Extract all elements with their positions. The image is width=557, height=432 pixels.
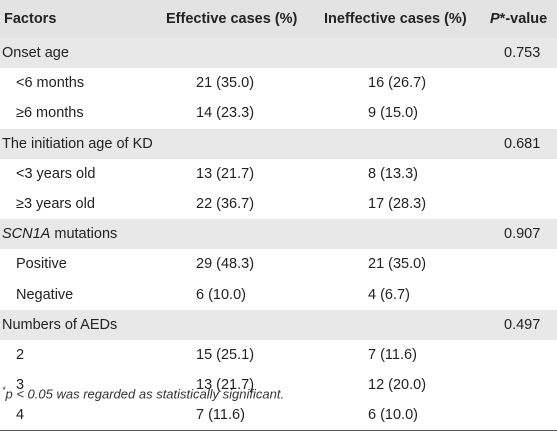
cell-pvalue — [484, 340, 557, 370]
cell-ineffective — [322, 219, 484, 250]
cell-ineffective — [322, 38, 484, 69]
table-row: 2 15 (25.1) 7 (11.6) — [0, 340, 557, 370]
row-label: Negative — [16, 286, 74, 303]
cell-effective: 29 (48.3) — [196, 256, 255, 273]
cell-pvalue — [484, 98, 557, 128]
cell-pvalue — [484, 68, 557, 98]
table-row: SCN1A mutations 0.907 — [0, 219, 557, 250]
row-label: The initiation age of KD — [0, 128, 160, 159]
table-row: Onset age 0.753 — [0, 38, 557, 69]
cell-effective: 22 (36.7) — [196, 196, 255, 213]
cell-ineffective: 6 (10.0) — [322, 400, 484, 431]
gene-name: SCN1A — [2, 226, 51, 243]
table-row: 3 13 (21.7) 12 (20.0) — [0, 370, 557, 400]
cell-pvalue — [484, 370, 557, 400]
header-effective: Effective cases (%) — [166, 11, 298, 27]
row-label-suffix: mutations — [50, 226, 118, 243]
cell-ineffective: 4 (6.7) — [368, 286, 410, 303]
table-row: Numbers of AEDs 0.497 — [0, 309, 557, 340]
row-label: Numbers of AEDs — [0, 309, 160, 340]
table-row: <3 years old 13 (21.7) 8 (13.3) — [0, 159, 557, 189]
cell-pvalue — [484, 400, 557, 431]
table-row: Positive 29 (48.3) 21 (35.0) — [0, 249, 557, 279]
cell-effective — [160, 38, 322, 69]
cell-ineffective — [322, 128, 484, 159]
table-row: ≥6 months 14 (23.3) 9 (15.0) — [0, 98, 557, 128]
header-ineffective: Ineffective cases (%) — [324, 11, 467, 27]
table-row: ≥3 years old 22 (36.7) 17 (28.3) — [0, 189, 557, 219]
cell-ineffective: 16 (26.7) — [368, 75, 427, 92]
row-label: ≥3 years old — [16, 196, 95, 213]
row-label: <3 years old — [16, 165, 96, 182]
footnote-text: p < 0.05 was regarded as statistically s… — [5, 386, 285, 402]
row-label: Onset age — [0, 38, 160, 69]
cell-ineffective: 17 (28.3) — [368, 196, 427, 213]
cell-effective — [160, 128, 322, 159]
cell-effective: 6 (10.0) — [196, 286, 246, 303]
cell-effective — [160, 219, 322, 250]
row-label: SCN1A mutations — [0, 219, 160, 250]
cell-effective — [160, 309, 322, 340]
cell-ineffective: 9 (15.0) — [368, 105, 418, 122]
table-row: 4 7 (11.6) 6 (10.0) — [0, 400, 557, 431]
cell-pvalue: 0.497 — [484, 309, 557, 340]
table-header-row: Factors Effective cases (%) Ineffective … — [0, 0, 557, 38]
cell-pvalue — [484, 159, 557, 189]
header-pvalue: P*-value — [484, 0, 557, 38]
cell-ineffective — [322, 309, 484, 340]
header-pvalue-suffix: *-value — [499, 11, 548, 27]
row-label: 3 — [16, 377, 25, 394]
cell-effective: 14 (23.3) — [196, 105, 255, 122]
row-label: 4 — [0, 400, 160, 431]
header-factors: Factors — [4, 11, 57, 27]
row-label: <6 months — [16, 75, 85, 92]
cell-effective: 21 (35.0) — [196, 75, 255, 92]
footnote-mark: * — [2, 385, 6, 395]
row-label: Positive — [16, 256, 67, 273]
cell-effective: 15 (25.1) — [196, 346, 255, 363]
cell-ineffective: 21 (35.0) — [368, 256, 427, 273]
row-label: 2 — [16, 346, 25, 363]
cell-pvalue — [484, 280, 557, 310]
cell-pvalue — [484, 249, 557, 279]
header-pvalue-symbol: P — [490, 11, 500, 27]
table-footnote: *p < 0.05 was regarded as statistically … — [2, 385, 284, 401]
cell-ineffective: 7 (11.6) — [368, 346, 417, 363]
cell-ineffective: 8 (13.3) — [368, 165, 418, 182]
cell-ineffective: 12 (20.0) — [368, 377, 427, 394]
cell-pvalue — [484, 189, 557, 219]
cell-effective: 13 (21.7) — [196, 165, 255, 182]
cell-pvalue: 0.907 — [484, 219, 557, 250]
cell-effective: 7 (11.6) — [160, 400, 322, 431]
row-label: ≥6 months — [16, 105, 84, 122]
cell-effective: 13 (21.7) — [196, 377, 255, 394]
cell-pvalue: 0.681 — [484, 128, 557, 159]
table-row: Negative 6 (10.0) 4 (6.7) — [0, 280, 557, 310]
cell-pvalue: 0.753 — [484, 38, 557, 69]
table-row: The initiation age of KD 0.681 — [0, 128, 557, 159]
table-row: <6 months 21 (35.0) 16 (26.7) — [0, 68, 557, 98]
